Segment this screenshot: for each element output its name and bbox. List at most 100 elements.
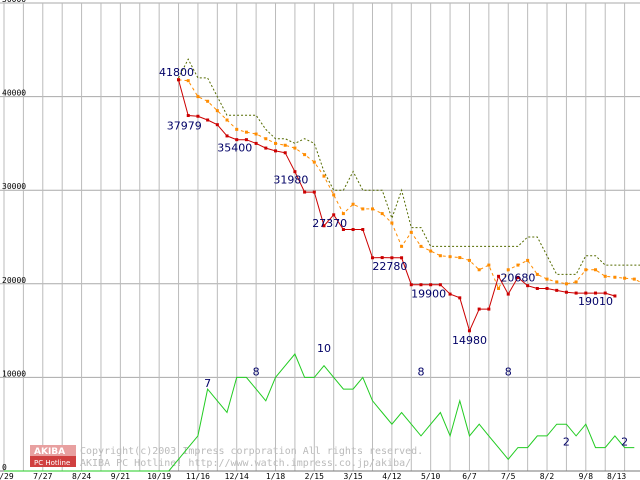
point-average <box>254 132 258 136</box>
point-average <box>526 258 530 262</box>
x-tick-label: 3/15 <box>343 472 362 480</box>
y-tick-label: 40000 <box>2 89 26 98</box>
point-average <box>477 268 481 272</box>
point-average <box>516 263 520 267</box>
point-min <box>390 256 394 260</box>
point-average <box>594 268 598 272</box>
point-average <box>283 143 287 147</box>
point-min <box>487 307 491 311</box>
point-average <box>419 244 423 248</box>
point-average <box>274 141 278 145</box>
grid <box>0 2 640 472</box>
x-tick-label: 8/13 <box>607 472 626 480</box>
data-label: 27370 <box>312 217 347 230</box>
point-min <box>264 146 268 150</box>
point-min <box>322 224 326 228</box>
point-min <box>235 138 239 142</box>
point-min <box>283 151 287 155</box>
point-average <box>613 275 617 279</box>
x-tick-label: 6/7 <box>462 472 477 480</box>
data-label: 31980 <box>273 174 308 187</box>
x-tick-label: 12/14 <box>225 472 249 480</box>
point-average <box>264 137 268 141</box>
point-average <box>332 193 336 197</box>
y-axis-ticks: 0 10000 20000 30000 40000 50000 <box>2 0 26 472</box>
point-average <box>623 276 627 280</box>
point-min <box>448 292 452 296</box>
y-tick-label: 30000 <box>2 182 26 191</box>
data-label: 14980 <box>452 334 487 347</box>
point-average <box>244 130 248 134</box>
point-average <box>322 174 326 178</box>
x-tick-label: 11/16 <box>186 472 210 480</box>
point-min <box>613 294 617 298</box>
point-average <box>225 118 229 122</box>
point-min <box>332 213 336 217</box>
logo-subtitle: PC Hotline <box>34 459 70 467</box>
point-average <box>545 277 549 281</box>
point-min <box>429 283 433 287</box>
point-average <box>458 256 462 260</box>
point-average <box>351 202 355 206</box>
point-average <box>312 160 316 164</box>
y-tick-label: 10000 <box>2 369 26 378</box>
point-min <box>400 256 404 260</box>
count-label: 2 <box>563 436 570 449</box>
data-label: 19010 <box>578 295 613 308</box>
point-min <box>177 78 181 82</box>
x-tick-label: 1/18 <box>266 472 285 480</box>
point-min <box>458 296 462 300</box>
point-min <box>361 228 365 232</box>
x-tick-label: 4/12 <box>382 472 401 480</box>
x-tick-label: 8/24 <box>72 472 91 480</box>
count-label: 2 <box>621 436 628 449</box>
point-min <box>574 291 578 295</box>
x-tick-label: 9/8 <box>579 472 594 480</box>
x-tick-label: 6/29 <box>0 472 14 480</box>
point-average <box>574 280 578 284</box>
point-min <box>303 190 307 194</box>
point-min <box>254 141 258 145</box>
x-tick-label: 8/2 <box>540 472 555 480</box>
series-line-min <box>178 79 616 333</box>
point-average <box>293 146 297 150</box>
point-min <box>196 114 200 118</box>
point-min <box>225 134 229 138</box>
point-min <box>370 256 374 260</box>
point-min <box>516 275 520 279</box>
x-tick-label: 2/15 <box>305 472 324 480</box>
point-min <box>594 291 598 295</box>
point-min <box>293 170 297 174</box>
point-average <box>429 249 433 253</box>
point-average <box>584 268 588 272</box>
point-average <box>235 127 239 131</box>
point-min <box>419 283 423 287</box>
x-tick-label: 7/5 <box>501 472 516 480</box>
point-average <box>341 212 345 216</box>
watermark-copyright: Copyright(c)2003 Impress corporation All… <box>80 446 423 457</box>
point-average <box>555 280 559 284</box>
data-label: 41800 <box>159 66 194 79</box>
point-average <box>487 263 491 267</box>
count-label: 8 <box>253 365 260 378</box>
x-axis-ticks: 6/29 7/27 8/24 9/21 10/19 11/16 12/14 1/18 2/15 3… <box>0 472 626 480</box>
point-min <box>526 284 530 288</box>
data-labels: 41800 37979 35400 31980 27370 22780 19900 14980… <box>159 66 628 449</box>
point-min <box>438 283 442 287</box>
point-min <box>409 283 413 287</box>
point-min <box>555 288 559 292</box>
point-average <box>448 255 452 259</box>
point-average <box>438 254 442 258</box>
point-average <box>380 212 384 216</box>
point-average <box>186 79 190 83</box>
point-min <box>545 286 549 290</box>
point-average <box>303 153 307 157</box>
point-average <box>632 277 636 281</box>
point-average <box>215 109 219 113</box>
point-average <box>535 272 539 276</box>
point-min <box>215 123 219 127</box>
point-min <box>584 291 588 295</box>
point-min <box>206 118 210 122</box>
point-min <box>467 329 471 333</box>
